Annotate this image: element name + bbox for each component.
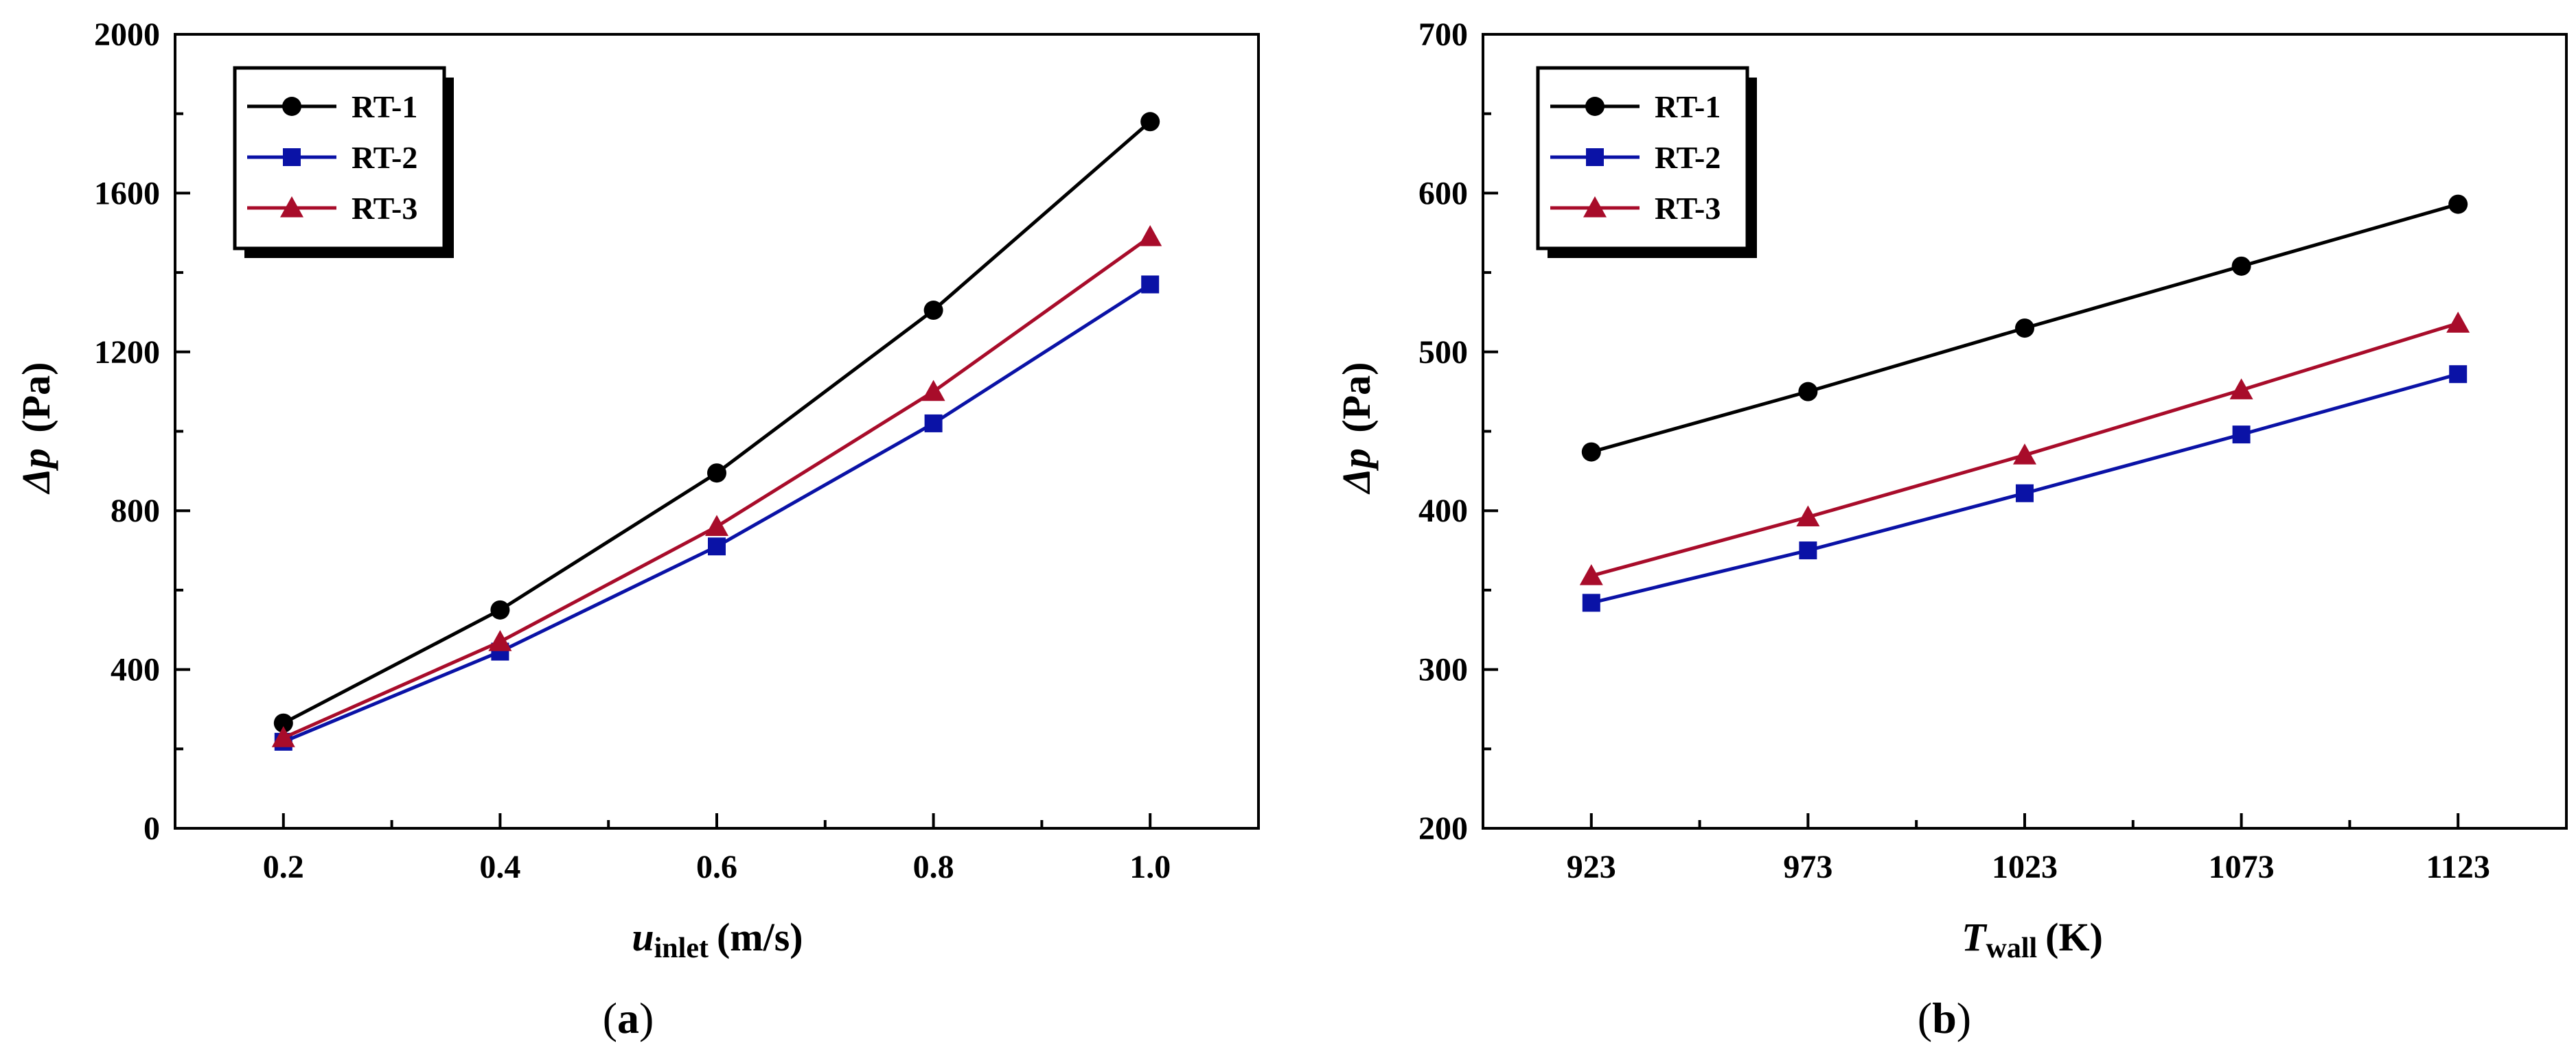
legend-marker-rt-1 (1585, 97, 1605, 116)
y-tick-label: 600 (1418, 175, 1468, 211)
y-tick-label: 300 (1418, 652, 1468, 688)
data-point-rt-3 (271, 726, 295, 747)
data-point-rt-2 (2016, 484, 2034, 502)
legend-label-rt-2: RT-2 (1655, 140, 1721, 175)
y-axis-label-a: Δp (Pa) (14, 362, 58, 495)
series-line-rt-2 (282, 283, 1151, 744)
data-point-rt-3 (2229, 378, 2253, 399)
y-axis-label-b: Δp (Pa) (1334, 362, 1379, 495)
x-tick-label: 923 (1567, 849, 1616, 885)
data-point-rt-2 (1582, 594, 1600, 612)
legend-marker-rt-1 (282, 97, 301, 116)
series-layer-b (1579, 194, 2470, 612)
legend-label-rt-2: RT-2 (352, 140, 417, 175)
data-point-rt-2 (924, 414, 943, 432)
legend-a: RT-1 RT-2 RT-3 (233, 66, 454, 258)
series-line-rt-3 (282, 235, 1151, 740)
x-tick-label: 0.4 (479, 849, 520, 885)
y-tick-label: 800 (111, 493, 160, 529)
data-point-rt-3 (1138, 225, 1162, 246)
data-point-rt-2 (2232, 425, 2251, 444)
legend-marker-rt-2 (283, 148, 301, 166)
data-point-rt-2 (708, 537, 726, 556)
y-tick-label: 200 (1418, 810, 1468, 847)
data-point-rt-2 (2449, 365, 2468, 384)
data-point-rt-1 (1798, 382, 1818, 401)
x-tick-label: 0.2 (263, 849, 304, 885)
data-point-rt-1 (1581, 442, 1601, 462)
data-point-rt-1 (490, 600, 510, 620)
legend-b: RT-1 RT-2 RT-3 (1536, 66, 1757, 258)
legend-label-rt-3: RT-3 (1655, 191, 1721, 226)
data-point-rt-3 (921, 379, 945, 401)
data-point-rt-1 (2015, 318, 2034, 338)
data-point-rt-3 (705, 515, 728, 536)
data-point-rt-1 (707, 463, 726, 483)
legend-marker-rt-2 (1586, 148, 1604, 166)
x-tick-label: 973 (1783, 849, 1832, 885)
legend-label-rt-3: RT-3 (352, 191, 417, 226)
axis-ticks-b: 200 300 400 500 600 700 923 973 1023 1073 1123 (1418, 16, 2490, 885)
legend-label-rt-1: RT-1 (352, 89, 417, 124)
data-point-rt-2 (1141, 275, 1160, 294)
x-tick-label: 1023 (1992, 849, 2058, 885)
x-tick-label: 0.8 (913, 849, 954, 885)
axis-ticks-a: 0 400 800 1200 1600 2000 0.2 0.4 0.6 0.8 1.0 (94, 16, 1171, 885)
x-tick-label: 1123 (2426, 849, 2490, 885)
chart-panel-b: 200 300 400 500 600 700 923 973 1023 1073 1123 RT-… (1334, 16, 2568, 1042)
x-tick-label: 1073 (2209, 849, 2275, 885)
y-tick-label: 0 (143, 810, 160, 847)
data-point-rt-1 (2231, 256, 2251, 276)
legend-marker-rt-3 (280, 196, 303, 218)
y-tick-label: 400 (111, 652, 160, 688)
series-layer-a (271, 112, 1162, 751)
x-axis-label-a: uinlet (m/s) (632, 915, 803, 964)
data-point-rt-3 (488, 630, 512, 651)
x-tick-label: 1.0 (1129, 849, 1171, 885)
y-tick-label: 500 (1418, 334, 1468, 371)
y-tick-label: 1200 (94, 334, 160, 371)
legend-label-rt-1: RT-1 (1655, 89, 1721, 124)
data-point-rt-3 (1579, 564, 1603, 585)
y-tick-label: 2000 (94, 16, 160, 53)
y-tick-label: 700 (1418, 16, 1468, 53)
data-point-rt-1 (1140, 112, 1160, 132)
data-point-rt-2 (1799, 541, 1817, 560)
panel-label-a: (a) (603, 994, 654, 1042)
data-point-rt-1 (273, 713, 293, 733)
panel-label-b: (b) (1918, 994, 1971, 1042)
y-tick-label: 400 (1418, 493, 1468, 529)
data-point-rt-1 (2448, 194, 2468, 214)
x-tick-label: 0.6 (696, 849, 737, 885)
y-tick-label: 1600 (94, 175, 160, 211)
legend-marker-rt-3 (1583, 196, 1607, 218)
data-point-rt-3 (2013, 443, 2036, 465)
data-point-rt-3 (1796, 505, 1820, 527)
x-axis-label-b: Twall (K) (1962, 915, 2103, 964)
data-point-rt-3 (2446, 312, 2470, 333)
data-point-rt-1 (923, 301, 943, 320)
